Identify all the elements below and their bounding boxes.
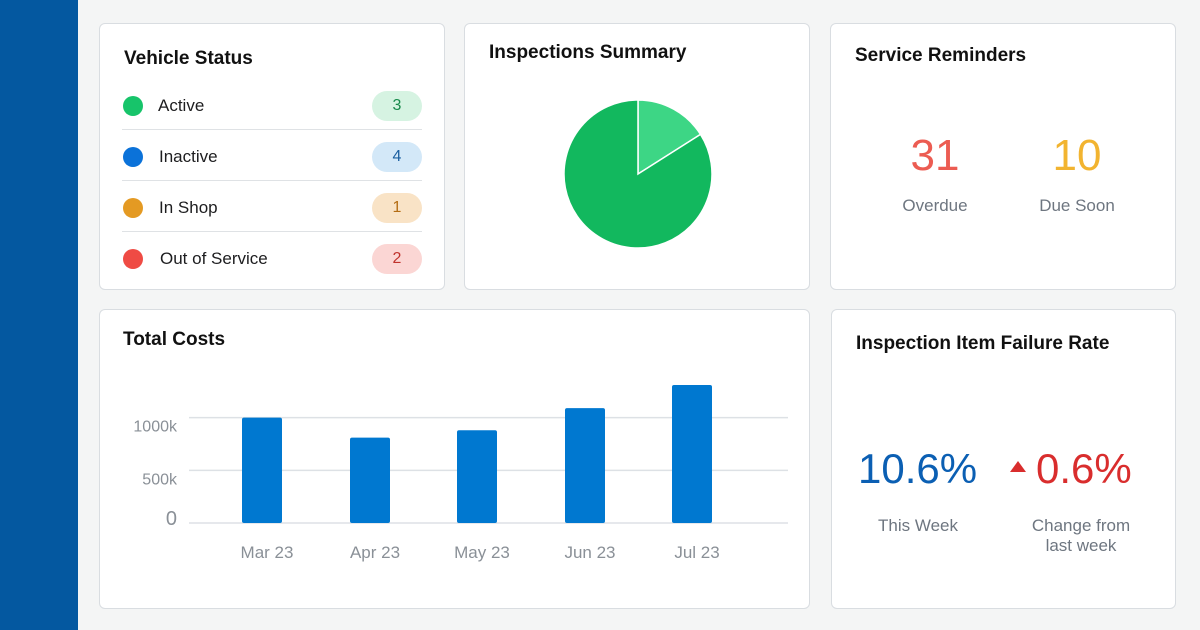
overdue-count[interactable]: 31 (910, 131, 960, 180)
x-tick-label: Jul 23 (674, 543, 719, 562)
status-row-active[interactable]: Active 3 (122, 79, 422, 130)
this-week-rate[interactable]: 10.6% (858, 445, 978, 492)
status-label: In Shop (159, 198, 218, 217)
service-reminders-title: Service Reminders (855, 45, 1027, 66)
total-costs-card: Total Costs 0 500k 1000k Mar 23 Apr 23 May 23… (99, 309, 810, 609)
due-soon-count[interactable]: 10 (1052, 131, 1102, 180)
status-row-out-of-service[interactable]: Out of Service 2 (122, 232, 422, 283)
y-tick-label: 1000k (133, 419, 178, 436)
x-tick-label: Jun 23 (564, 543, 615, 562)
pie-slice-passed[interactable] (563, 99, 713, 249)
cost-bar[interactable] (565, 408, 605, 523)
change-label-line-2: last week (1045, 536, 1117, 555)
x-tick-label: Mar 23 (241, 543, 294, 562)
active-status-dot-icon (123, 96, 143, 116)
failure-rate-title: Inspection Item Failure Rate (856, 333, 1110, 354)
total-costs-title: Total Costs (123, 329, 226, 350)
inactive-status-dot-icon (123, 147, 143, 167)
status-label: Inactive (159, 147, 218, 166)
status-count-badge[interactable]: 2 (372, 244, 422, 274)
vehicle-status-title: Vehicle Status (124, 48, 253, 69)
failure-rate-card: Inspection Item Failure Rate 10.6% This … (831, 309, 1176, 609)
trend-up-icon (1010, 461, 1026, 472)
inspections-summary-card: Inspections Summary (464, 23, 810, 290)
y-tick-label: 500k (142, 471, 178, 488)
change-rate[interactable]: 0.6% (1036, 445, 1132, 492)
in-shop-status-dot-icon (123, 198, 143, 218)
this-week-label: This Week (878, 516, 958, 535)
change-label-line-1: Change from (1031, 516, 1131, 535)
y-tick-label: 0 (166, 508, 177, 530)
status-label: Out of Service (160, 249, 268, 268)
vehicle-status-card: Vehicle Status Active 3 Inactive 4 In Sh… (99, 23, 445, 290)
inspections-summary-title: Inspections Summary (489, 42, 687, 63)
cost-bar[interactable] (672, 385, 712, 523)
service-reminders-card: Service Reminders 31 Overdue 10 Due Soon (830, 23, 1176, 290)
change-label: Change from last week (1011, 516, 1151, 556)
overdue-label: Overdue (902, 196, 968, 215)
status-row-in-shop[interactable]: In Shop 1 (122, 181, 422, 232)
status-row-inactive[interactable]: Inactive 4 (122, 130, 422, 181)
pie-slice-failed[interactable] (637, 99, 702, 176)
x-tick-label: May 23 (454, 543, 510, 562)
vehicle-status-list: Active 3 Inactive 4 In Shop 1 Out of Ser… (122, 79, 422, 283)
cost-bar[interactable] (242, 417, 282, 523)
sidebar (0, 0, 78, 630)
status-count-badge[interactable]: 1 (372, 193, 422, 223)
inspections-pie-chart[interactable] (562, 98, 714, 250)
due-soon-label: Due Soon (1039, 196, 1115, 215)
cost-bar[interactable] (350, 437, 390, 523)
total-costs-bar-chart: 0 500k 1000k Mar 23 Apr 23 May 23 Jun 23 Jul 23 (133, 385, 788, 562)
x-tick-label: Apr 23 (350, 543, 400, 562)
status-label: Active (158, 96, 205, 115)
out-of-service-status-dot-icon (123, 249, 143, 269)
status-count-badge[interactable]: 4 (372, 142, 422, 172)
status-count-badge[interactable]: 3 (372, 91, 422, 121)
cost-bar[interactable] (457, 430, 497, 523)
